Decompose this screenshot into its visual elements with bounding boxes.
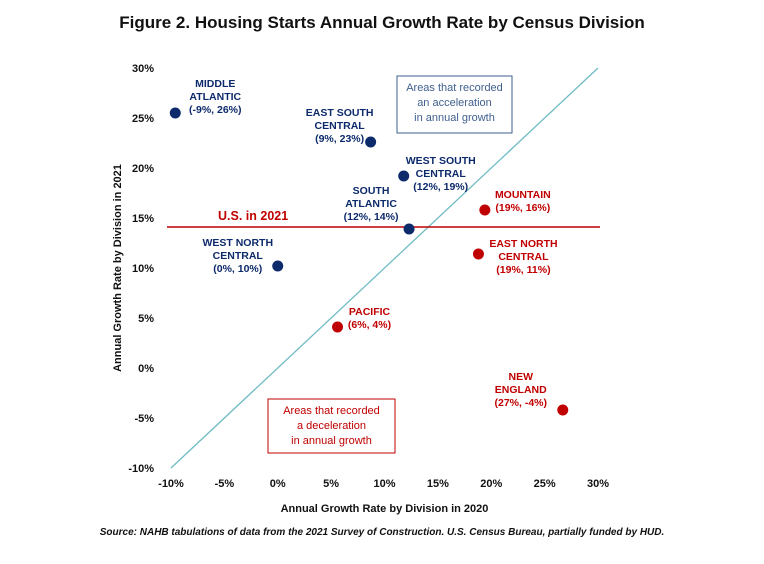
y-tick-label: -5% xyxy=(134,413,154,425)
x-tick-label: -10% xyxy=(158,478,184,490)
y-tick-label: 15% xyxy=(132,213,154,225)
y-tick-label: 0% xyxy=(138,363,154,375)
y-tick-label: 20% xyxy=(132,163,154,175)
x-tick-label: 0% xyxy=(270,478,286,490)
point-label: WEST NORTH xyxy=(202,237,273,249)
point-label: (6%, 4%) xyxy=(348,319,391,331)
point-label: MIDDLE xyxy=(195,78,235,90)
data-point xyxy=(403,223,415,235)
x-tick-label: 10% xyxy=(373,478,395,490)
point-label: PACIFIC xyxy=(349,306,391,318)
data-point xyxy=(472,248,484,260)
point-label: ENGLAND xyxy=(495,384,547,396)
annotation-text: Areas that recorded xyxy=(283,405,380,417)
y-tick-label: 30% xyxy=(132,63,154,75)
data-point xyxy=(272,260,284,272)
annotation-text: in annual growth xyxy=(291,435,372,447)
point-label: NEW xyxy=(509,371,534,383)
annotation-text: Areas that recorded xyxy=(406,82,503,94)
point-label: ATLANTIC xyxy=(345,198,397,210)
data-point xyxy=(332,321,344,333)
point-label: CENTRAL xyxy=(213,250,264,262)
data-point xyxy=(169,107,181,119)
x-tick-label: 5% xyxy=(323,478,339,490)
x-tick-label: 20% xyxy=(480,478,502,490)
annotation-text: in annual growth xyxy=(414,112,495,124)
point-label: (19%, 16%) xyxy=(495,202,550,214)
us-2021-label: U.S. in 2021 xyxy=(218,209,288,223)
x-tick-label: -5% xyxy=(215,478,235,490)
x-tick-label: 25% xyxy=(534,478,556,490)
annotation-text: a deceleration xyxy=(297,420,366,432)
diagonal-line xyxy=(170,67,599,469)
data-point xyxy=(557,404,569,416)
point-label: SOUTH xyxy=(353,185,390,197)
y-axis-label: Annual Growth Rate by Division in 2021 xyxy=(112,164,124,372)
point-label: EAST SOUTH xyxy=(306,107,374,119)
point-label: (27%, -4%) xyxy=(495,397,548,409)
data-point xyxy=(365,136,377,148)
point-label: CENTRAL xyxy=(315,120,366,132)
x-axis-label: Annual Growth Rate by Division in 2020 xyxy=(281,503,489,515)
y-tick-label: 10% xyxy=(132,263,154,275)
annotation-text: an acceleration xyxy=(417,97,492,109)
y-tick-label: 25% xyxy=(132,113,154,125)
point-label: ATLANTIC xyxy=(189,91,241,103)
y-tick-label: 5% xyxy=(138,313,154,325)
annotation-box-acceleration xyxy=(396,75,513,134)
point-label: (12%, 19%) xyxy=(413,181,468,193)
y-tick-label: -10% xyxy=(128,463,154,475)
x-tick-label: 30% xyxy=(587,478,609,490)
point-label: EAST NORTH xyxy=(489,238,557,250)
point-label: (9%, 23%) xyxy=(315,133,364,145)
point-label: WEST SOUTH xyxy=(406,155,476,167)
source-note: Source: NAHB tabulations of data from th… xyxy=(99,527,665,538)
point-label: CENTRAL xyxy=(498,251,549,263)
data-point xyxy=(398,170,410,182)
point-label: (19%, 11%) xyxy=(496,264,550,276)
x-tick-label: 15% xyxy=(427,478,449,490)
point-label: (12%, 14%) xyxy=(344,211,399,223)
point-label: CENTRAL xyxy=(416,168,467,180)
data-point xyxy=(479,204,491,216)
point-label: MOUNTAIN xyxy=(495,189,551,201)
point-label: (-9%, 26%) xyxy=(189,104,242,116)
chart-title: Figure 2. Housing Starts Annual Growth R… xyxy=(119,13,645,32)
point-label: (0%, 10%) xyxy=(213,263,262,275)
annotation-box-deceleration xyxy=(267,398,396,454)
